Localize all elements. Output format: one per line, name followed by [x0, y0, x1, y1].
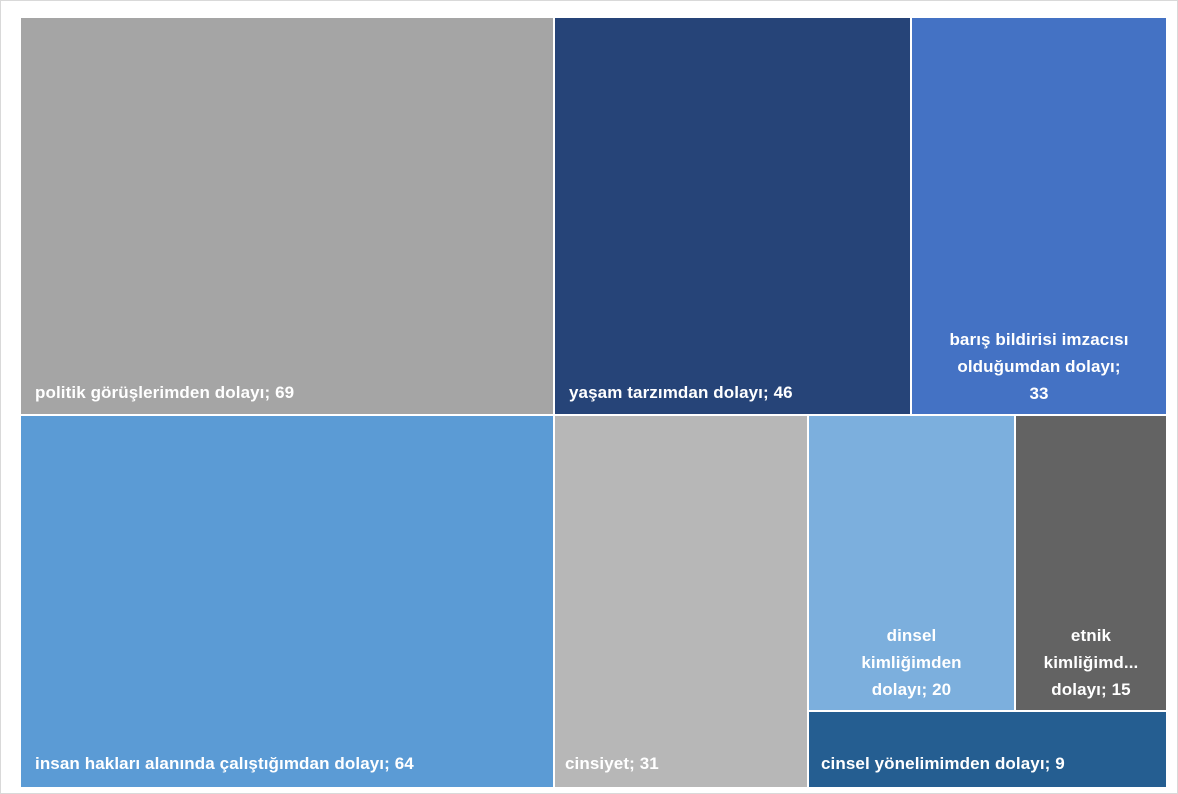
treemap-label-cinsiyet: cinsiyet; 31	[565, 754, 659, 773]
treemap-tile-insan-haklari: insan hakları alanında çalıştığımdan dol…	[20, 415, 554, 788]
treemap-label-insan-haklari: insan hakları alanında çalıştığımdan dol…	[35, 754, 414, 773]
treemap-tile-baris-bildirisi: barış bildirisi imzacısı olduğumdan dolay…	[911, 17, 1167, 415]
treemap-tile-politik-gorusler: politik görüşlerimden dolayı; 69	[20, 17, 554, 415]
treemap-chart: politik görüşlerimden dolayı; 69 insan ha…	[20, 17, 1167, 788]
treemap-label-yasam-tarzi: yaşam tarzımdan dolayı; 46	[569, 383, 793, 402]
treemap-label-politik-gorusler: politik görüşlerimden dolayı; 69	[35, 383, 295, 402]
treemap-label-cinsel-yonelim: cinsel yönelimimden dolayı; 9	[821, 754, 1065, 773]
treemap-tile-etnik-kimlik: etnik kimliğimd... dolayı; 15	[1015, 415, 1167, 711]
treemap-label-dinsel-kimlik: dinsel kimliğimden dolayı; 20	[861, 626, 962, 699]
treemap-tile-yasam-tarzi: yaşam tarzımdan dolayı; 46	[554, 17, 911, 415]
treemap-tile-dinsel-kimlik: dinsel kimliğimden dolayı; 20	[808, 415, 1015, 711]
treemap-tile-cinsiyet: cinsiyet; 31	[554, 415, 808, 788]
treemap-tile-cinsel-yonelim: cinsel yönelimimden dolayı; 9	[808, 711, 1167, 788]
treemap-label-etnik-kimlik: etnik kimliğimd... dolayı; 15	[1043, 626, 1139, 699]
treemap-label-baris-bildirisi: barış bildirisi imzacısı olduğumdan dolay…	[949, 330, 1129, 403]
